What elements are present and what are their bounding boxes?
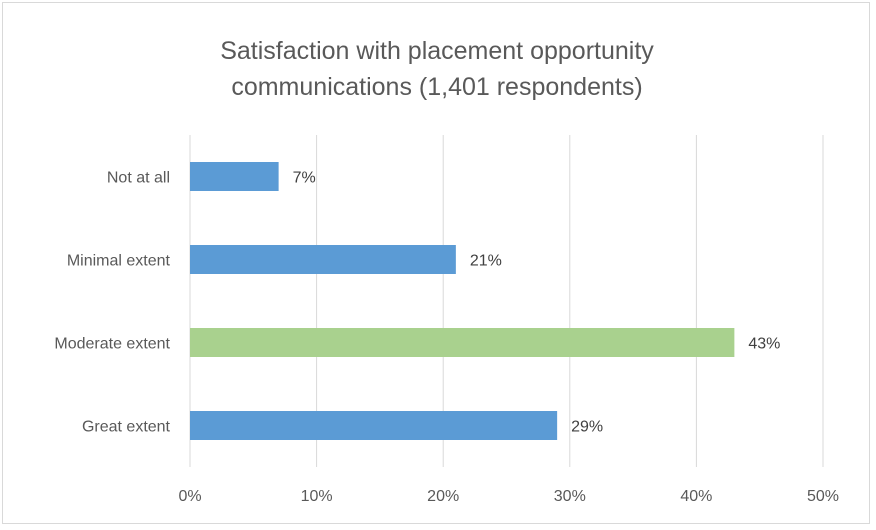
- bar: [190, 328, 735, 357]
- bar: [190, 162, 279, 191]
- x-tick-label: 30%: [554, 488, 586, 505]
- x-tick-label: 20%: [427, 488, 459, 505]
- y-category-label: Moderate extent: [54, 336, 170, 353]
- y-category-label: Great extent: [82, 419, 171, 436]
- bar: [190, 245, 456, 274]
- chart-title-line-1: Satisfaction with placement opportunity: [220, 37, 654, 65]
- bar-data-label: 7%: [293, 170, 316, 187]
- y-category-label: Minimal extent: [67, 253, 171, 270]
- chart-title: Satisfaction with placement opportunity …: [3, 33, 871, 105]
- bar-data-label: 43%: [748, 336, 780, 353]
- x-tick-label: 50%: [807, 488, 839, 505]
- x-tick-label: 0%: [178, 488, 201, 505]
- bar-data-label: 29%: [571, 419, 603, 436]
- chart-title-line-2: communications (1,401 respondents): [231, 73, 643, 101]
- bar: [190, 411, 558, 440]
- bar-data-label: 21%: [470, 253, 502, 270]
- y-category-label: Not at all: [107, 170, 170, 187]
- x-tick-label: 10%: [301, 488, 333, 505]
- x-tick-label: 40%: [680, 488, 712, 505]
